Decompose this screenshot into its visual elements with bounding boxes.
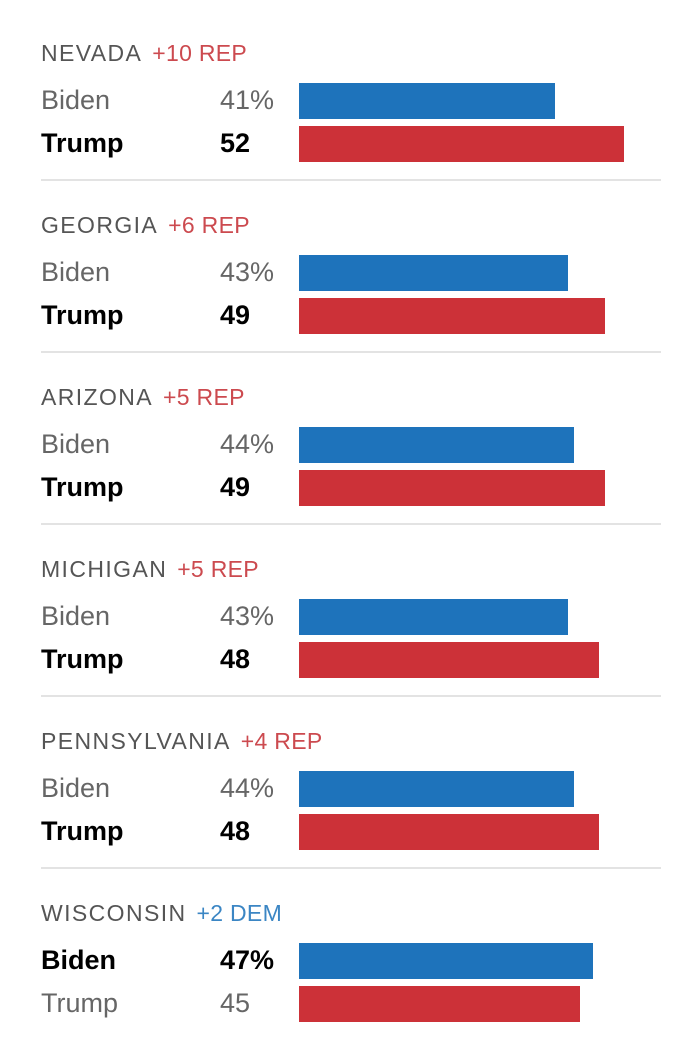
candidate-percentage: 48 [220,816,251,846]
candidate-row-biden: Biden 44% [41,425,661,463]
state-margin: +5 REP [163,384,245,410]
section-divider [41,523,661,525]
state-header: MICHIGAN +5 REP [41,555,259,583]
candidate-percentage: 44% [220,429,275,459]
candidate-percentage: 44% [220,773,275,803]
state-name: NEVADA [41,40,143,66]
state-name: PENNSYLVANIA [41,728,231,754]
bar-biden-wisconsin [299,943,593,979]
candidate-percentage: 47% [220,945,275,975]
state-section-georgia: GEORGIA +6 REP Biden 43% Trump 49 [41,181,661,353]
candidate-name: Biden [41,601,111,631]
state-name: WISCONSIN [41,900,187,926]
state-section-arizona: ARIZONA +5 REP Biden 44% Trump 49 [41,353,661,525]
bar-biden-georgia [299,255,568,291]
section-divider [41,351,661,353]
candidate-percentage: 52 [220,128,251,158]
state-section-michigan: MICHIGAN +5 REP Biden 43% Trump 48 [41,525,661,697]
candidate-percentage: 48 [220,644,251,674]
candidate-percentage: 43% [220,601,275,631]
candidate-row-trump: Trump 48 [41,812,661,850]
state-name: GEORGIA [41,212,159,238]
candidate-percentage: 43% [220,257,275,287]
state-header: PENNSYLVANIA +4 REP [41,727,323,755]
candidate-percentage: 49 [220,472,251,502]
bar-biden-nevada [299,83,555,119]
candidate-row-trump: Trump 48 [41,640,661,678]
state-section-pennsylvania: PENNSYLVANIA +4 REP Biden 44% Trump 48 [41,697,661,869]
bar-trump-pennsylvania [299,814,599,850]
state-margin: +2 DEM [196,900,283,926]
bar-biden-michigan [299,599,568,635]
bar-trump-nevada [299,126,624,162]
candidate-name: Trump [41,644,124,674]
candidate-name: Biden [41,257,111,287]
bar-trump-michigan [299,642,599,678]
candidate-row-trump: Trump 49 [41,296,661,334]
state-header: NEVADA +10 REP [41,39,247,67]
section-divider [41,695,661,697]
state-header: ARIZONA +5 REP [41,383,245,411]
candidate-row-biden: Biden 43% [41,597,661,635]
candidate-name: Biden [41,429,111,459]
candidate-name: Trump [41,988,119,1018]
candidate-row-biden: Biden 43% [41,253,661,291]
state-section-nevada: NEVADA +10 REP Biden 41% Trump 52 [41,9,661,181]
section-divider [41,179,661,181]
candidate-row-biden: Biden 44% [41,769,661,807]
state-margin: +4 REP [240,728,323,754]
bar-biden-arizona [299,427,574,463]
candidate-name: Biden [41,945,117,975]
bar-trump-georgia [299,298,605,334]
candidate-name: Trump [41,472,124,502]
state-margin: +5 REP [177,556,259,582]
candidate-percentage: 49 [220,300,251,330]
bar-trump-wisconsin [299,986,580,1022]
candidate-row-trump: Trump 52 [41,124,661,162]
candidate-name: Trump [41,300,124,330]
state-header: GEORGIA +6 REP [41,211,250,239]
section-divider [41,867,661,869]
candidate-row-trump: Trump 49 [41,468,661,506]
state-header: WISCONSIN +2 DEM [41,899,282,927]
state-section-wisconsin: WISCONSIN +2 DEM Biden 47% Trump 45 [41,869,661,1041]
candidate-percentage: 41% [220,85,275,115]
candidate-name: Biden [41,85,111,115]
candidate-name: Biden [41,773,111,803]
state-margin: +6 REP [168,212,250,238]
state-name: MICHIGAN [41,556,168,582]
candidate-row-trump: Trump 45 [41,984,661,1022]
candidate-row-biden: Biden 41% [41,81,661,119]
bar-trump-arizona [299,470,605,506]
candidate-name: Trump [41,128,124,158]
state-margin: +10 REP [152,40,248,66]
candidate-row-biden: Biden 47% [41,941,661,979]
candidate-name: Trump [41,816,124,846]
candidate-percentage: 45 [220,988,251,1018]
state-name: ARIZONA [41,384,154,410]
bar-biden-pennsylvania [299,771,574,807]
